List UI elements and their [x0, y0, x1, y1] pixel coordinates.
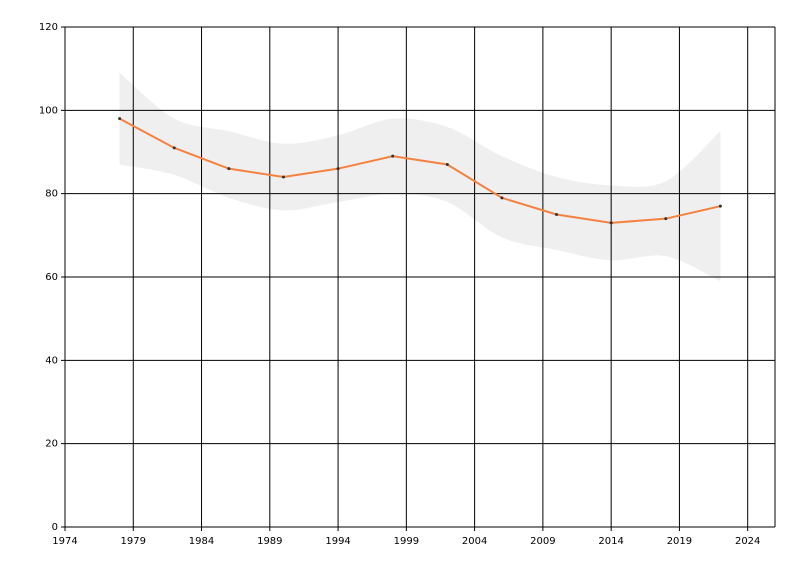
- point: [391, 154, 395, 158]
- point: [664, 217, 668, 221]
- x-tick-label: 2024: [735, 536, 760, 547]
- point: [500, 196, 504, 200]
- x-tick-label: 2009: [530, 536, 555, 547]
- point: [118, 117, 122, 121]
- x-tick-label: 1994: [325, 536, 350, 547]
- y-tick-label: 60: [45, 272, 58, 283]
- point: [555, 213, 559, 216]
- x-tick-label: 1979: [121, 536, 146, 547]
- y-tick-label: 80: [45, 189, 58, 200]
- y-tick-label: 0: [52, 522, 58, 533]
- confidence-band: [119, 72, 721, 282]
- x-tick-label: 2019: [667, 536, 692, 547]
- point: [445, 163, 449, 166]
- line: [119, 117, 721, 224]
- x-tick-label: 1984: [189, 536, 214, 547]
- y-tick-label: 40: [45, 355, 58, 366]
- x-tick-label: 1999: [394, 536, 419, 547]
- point: [281, 175, 285, 179]
- x-tick-label: 1974: [52, 536, 77, 547]
- y-tick-label: 120: [39, 22, 58, 33]
- x-tick-label: 2014: [598, 536, 623, 547]
- point: [227, 167, 231, 171]
- x-tick-label: 1989: [257, 536, 282, 547]
- point: [336, 167, 340, 171]
- y-tick-label: 100: [39, 105, 58, 116]
- point: [172, 146, 176, 150]
- y-tick-label: 20: [45, 439, 58, 450]
- point: [609, 221, 613, 225]
- x-tick-label: 2004: [462, 536, 487, 547]
- point: [718, 204, 722, 208]
